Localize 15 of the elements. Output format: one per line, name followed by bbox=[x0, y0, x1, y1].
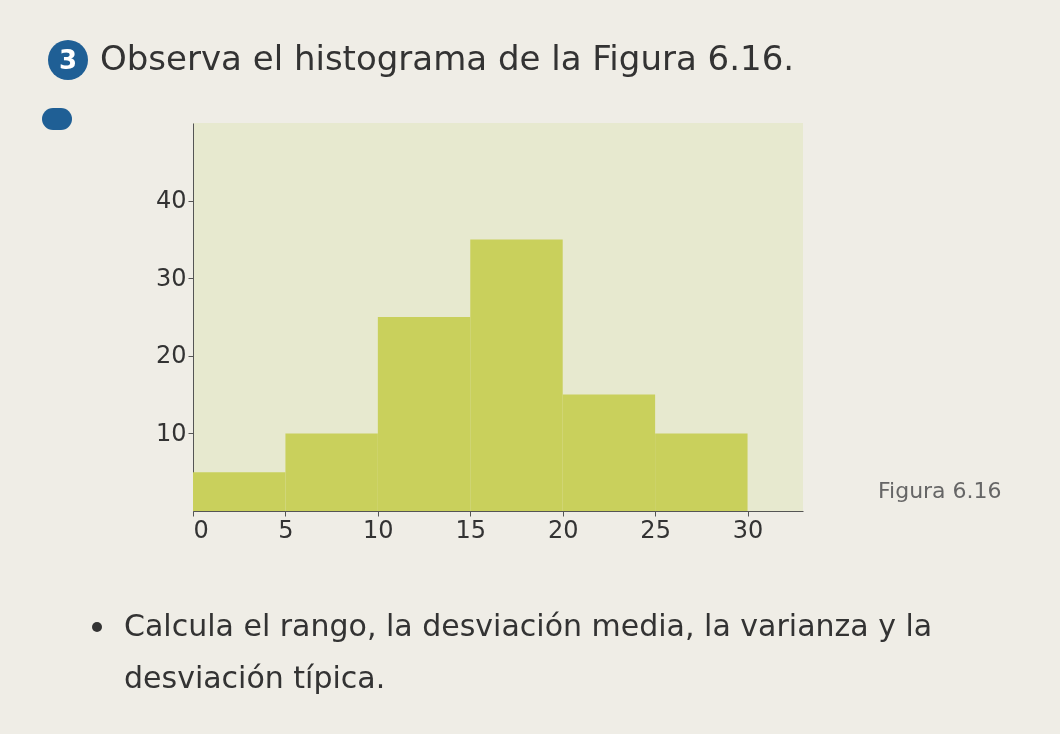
y-tick-label: 10 bbox=[155, 418, 187, 447]
x-tick-label: 10 bbox=[363, 515, 394, 544]
y-tick-label: 30 bbox=[155, 263, 187, 292]
text: Figura 6.16 bbox=[878, 478, 1002, 503]
chart-title: Observa el histograma de la Figura 6.16. bbox=[100, 38, 795, 78]
x-tick-label: 15 bbox=[455, 515, 487, 544]
x-tick-label: 30 bbox=[732, 515, 764, 544]
text: 3 bbox=[48, 40, 88, 80]
y-tick-label: 20 bbox=[155, 341, 187, 370]
x-tick-label: 5 bbox=[278, 515, 294, 544]
text: Calcula el rango, la desviación media, la varianza y la desviación típica. bbox=[123, 607, 934, 697]
y-tick-label: 40 bbox=[155, 186, 187, 215]
x-tick-label: 25 bbox=[640, 515, 671, 544]
x-tick-label: 0 bbox=[193, 515, 209, 544]
x-tick-label: 20 bbox=[547, 515, 579, 544]
